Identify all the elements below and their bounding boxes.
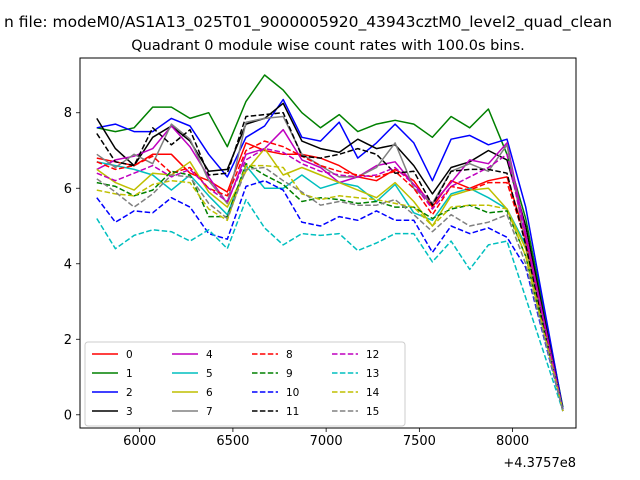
legend-label-15: 15	[366, 406, 379, 418]
x-tick-label: 6500	[216, 434, 249, 449]
y-tick-label: 8	[64, 106, 72, 121]
legend-label-11: 11	[286, 406, 299, 418]
series-line-4	[96, 125, 564, 412]
x-tick-label: 8000	[496, 434, 529, 449]
x-tick-label: 7500	[403, 434, 436, 449]
legend-label-14: 14	[366, 387, 380, 399]
legend-label-5: 5	[206, 368, 213, 380]
y-tick-label: 6	[64, 182, 72, 197]
series-line-13	[96, 198, 564, 412]
legend-label-3: 3	[126, 406, 133, 418]
plot-series-layer	[96, 74, 564, 412]
legend-label-10: 10	[286, 387, 299, 399]
series-line-2	[96, 98, 564, 410]
figure-suptitle: n file: modeM0/AS1A13_025T01_9000005920_…	[4, 13, 612, 32]
legend-label-9: 9	[286, 368, 293, 380]
series-line-7	[96, 115, 564, 412]
legend-label-0: 0	[126, 349, 133, 361]
x-tick-label: 7000	[310, 434, 343, 449]
y-axis: 0 2 4 6 8	[64, 106, 80, 423]
x-axis: 6000 6500 7000 7500 8000	[123, 428, 529, 449]
plot-frame	[79, 57, 577, 429]
series-line-1	[96, 74, 564, 408]
legend-label-13: 13	[366, 368, 379, 380]
series-line-11	[96, 111, 564, 412]
legend-label-6: 6	[206, 387, 213, 399]
series-line-5	[96, 161, 564, 412]
legend-label-2: 2	[126, 387, 133, 399]
series-line-15	[96, 166, 564, 412]
legend-label-8: 8	[286, 349, 293, 361]
x-axis-offset-label: +4.3757e8	[503, 456, 576, 471]
series-line-9	[96, 162, 564, 412]
legend-label-12: 12	[366, 349, 379, 361]
series-line-12	[96, 147, 564, 412]
y-tick-label: 2	[64, 333, 72, 348]
chart-title: Quadrant 0 module wise count rates with …	[131, 38, 525, 54]
series-line-10	[96, 179, 564, 412]
y-tick-label: 0	[64, 408, 72, 423]
legend-label-4: 4	[206, 349, 213, 361]
legend-label-1: 1	[126, 368, 133, 380]
x-tick-label: 6000	[123, 434, 156, 449]
legend-frame	[84, 341, 406, 427]
legend-label-7: 7	[206, 406, 213, 418]
y-tick-label: 4	[64, 257, 72, 272]
series-line-8	[96, 140, 564, 412]
